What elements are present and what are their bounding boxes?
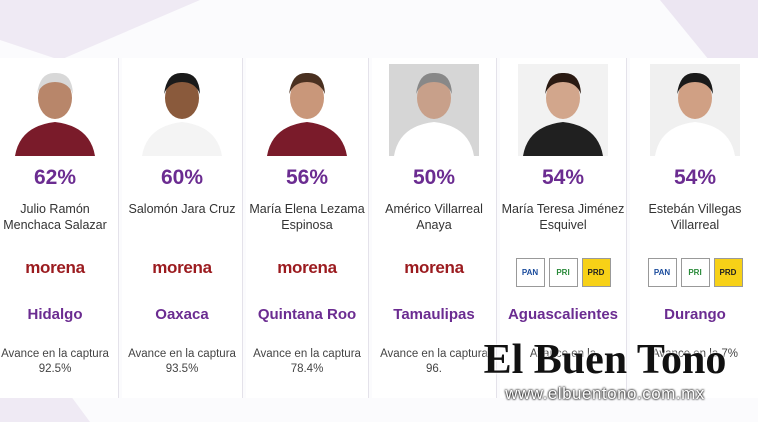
photo-art [137,64,227,156]
avance: Avance en la captura 92.5% [1,348,109,375]
party-logo: PAN [515,258,545,287]
candidate-card: 50% Américo Villarreal Anaya morena Tamauli… [372,58,497,398]
avance: Avance en la captura 93.5% [128,348,236,375]
candidate-card: 60% Salomón Jara Cruz morena Oaxaca Avance e… [122,58,243,398]
party-name: morena [152,258,212,277]
party-logo: PAN [647,258,677,287]
candidate-photo [389,64,479,156]
state: Aguascalientes [507,306,619,323]
percent: 56% [285,166,329,189]
percent: 54% [541,166,585,189]
candidate-card: 54% María Teresa Jiménez Esquivel PAN PRI PR… [500,58,627,398]
candidate-photo [262,64,352,156]
candidate-name: Estebán Villegas Villarreal [648,202,742,232]
state: Hidalgo [27,306,83,323]
party-logos: morena [122,258,242,278]
candidate-card: 54% Estebán Villegas Villarreal PAN PRI PRD D… [630,58,758,398]
percent: 50% [412,166,456,189]
candidate-name: Américo Villarreal Anaya [385,202,483,232]
candidate-name: María Teresa Jiménez Esquivel [501,202,625,232]
photo-art [650,64,740,156]
party-logo: PRD [581,258,611,287]
party-logos: morena [246,258,368,278]
candidate-photo [10,64,100,156]
avance: Avance en la 7% [651,348,739,360]
candidate-name: Julio Ramón Menchaca Salazar [3,202,107,232]
percent: 62% [33,166,77,189]
candidate-name: María Elena Lezama Espinosa [249,202,365,232]
percent: 54% [673,166,717,189]
photo-art [389,64,479,156]
candidate-card: 56% María Elena Lezama Espinosa morena Quin… [246,58,369,398]
party-logos: morena [372,258,496,278]
party-logos: morena [0,258,118,278]
candidate-photo [518,64,608,156]
party-logo: PRI [680,258,710,287]
avance: Avance en la [529,348,597,360]
party-name: morena [404,258,464,277]
avance: Avance en la captura 78.4% [253,348,361,375]
party-logos: PAN PRI PRD [630,258,758,287]
photo-art [518,64,608,156]
state: Tamaulipas [393,306,475,323]
party-logo: PRI [548,258,578,287]
state: Durango [664,306,726,323]
candidate-photo [137,64,227,156]
photo-art [10,64,100,156]
party-logos: PAN PRI PRD [500,258,626,287]
party-logo: PRD [713,258,743,287]
state: Oaxaca [155,306,209,323]
party-name: morena [277,258,337,277]
party-name: morena [25,258,85,277]
state: Quintana Roo [257,306,357,323]
candidate-card: 62% Julio Ramón Menchaca Salazar morena Hid… [0,58,119,398]
candidate-name: Salomón Jara Cruz [128,202,236,216]
candidate-photo [650,64,740,156]
percent: 60% [160,166,204,189]
avance: Avance en la captura 96. [380,348,488,375]
photo-art [262,64,352,156]
